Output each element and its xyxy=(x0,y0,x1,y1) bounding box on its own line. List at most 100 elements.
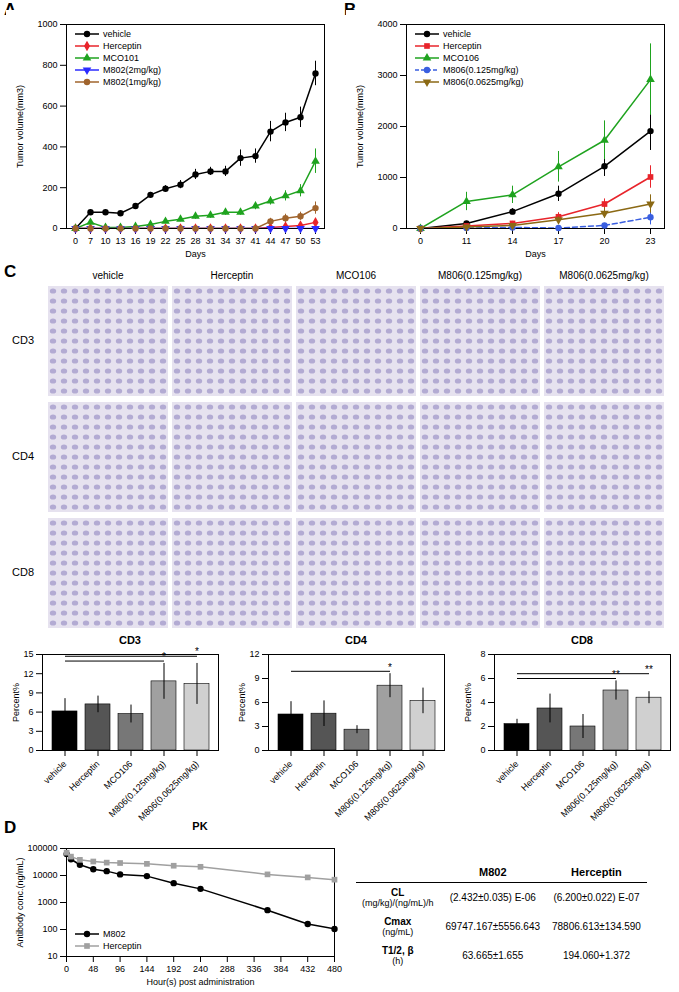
html-text:A: A xyxy=(4,0,17,19)
svg-text:*: * xyxy=(195,646,199,657)
svg-text:600: 600 xyxy=(42,101,57,111)
svg-text:6: 6 xyxy=(254,697,259,707)
svg-text:Antibody conc.(ng/mL): Antibody conc.(ng/mL) xyxy=(15,857,25,947)
svg-text:48: 48 xyxy=(88,964,98,974)
svg-text:2: 2 xyxy=(480,721,485,731)
svg-text:7: 7 xyxy=(88,236,93,246)
html-text:C: C xyxy=(4,262,17,281)
svg-text:22: 22 xyxy=(160,236,170,246)
svg-text:MCO106: MCO106 xyxy=(554,759,587,792)
svg-text:M806(0.0625mg/kg): M806(0.0625mg/kg) xyxy=(588,759,652,823)
svg-text:Days: Days xyxy=(185,249,206,259)
svg-text:28: 28 xyxy=(190,236,200,246)
svg-text:0: 0 xyxy=(64,964,69,974)
svg-text:0: 0 xyxy=(73,236,78,246)
svg-text:M806(0.125mg/kg): M806(0.125mg/kg) xyxy=(559,759,619,819)
svg-text:100: 100 xyxy=(42,924,57,934)
svg-text:240: 240 xyxy=(193,964,208,974)
svg-text:1000: 1000 xyxy=(377,172,397,182)
svg-text:Percent%: Percent% xyxy=(237,683,247,722)
svg-text:0: 0 xyxy=(392,223,397,233)
svg-text:10: 10 xyxy=(100,236,110,246)
svg-text:4000: 4000 xyxy=(377,19,397,29)
svg-text:0: 0 xyxy=(52,223,57,233)
svg-text:0: 0 xyxy=(418,236,423,246)
svg-text:34: 34 xyxy=(220,236,230,246)
svg-text:0: 0 xyxy=(254,745,259,755)
svg-text:400: 400 xyxy=(42,142,57,152)
svg-text:800: 800 xyxy=(42,60,57,70)
svg-text:M806(0.0625mg/kg): M806(0.0625mg/kg) xyxy=(136,759,200,823)
svg-text:200: 200 xyxy=(42,183,57,193)
svg-text:**: ** xyxy=(645,664,653,675)
svg-text:1000: 1000 xyxy=(37,19,57,29)
svg-text:vehicle: vehicle xyxy=(494,759,521,786)
svg-text:MCO106: MCO106 xyxy=(328,759,361,792)
svg-text:8: 8 xyxy=(480,649,485,659)
svg-text:9: 9 xyxy=(254,673,259,683)
svg-text:53: 53 xyxy=(310,236,320,246)
svg-text:Herceptin: Herceptin xyxy=(293,759,327,793)
svg-text:432: 432 xyxy=(300,964,315,974)
html-text:CD3: CD3 xyxy=(12,334,34,346)
svg-text:41: 41 xyxy=(250,236,260,246)
svg-text:19: 19 xyxy=(145,236,155,246)
svg-text:10: 10 xyxy=(47,951,57,961)
svg-text:M806(0.0625mg/kg): M806(0.0625mg/kg) xyxy=(362,759,426,823)
svg-text:Percent%: Percent% xyxy=(463,683,473,722)
svg-text:Percent%: Percent% xyxy=(11,683,21,722)
svg-text:0: 0 xyxy=(28,745,33,755)
svg-text:MCO106: MCO106 xyxy=(102,759,135,792)
svg-text:9: 9 xyxy=(28,688,33,698)
svg-text:336: 336 xyxy=(247,964,262,974)
svg-text:**: ** xyxy=(612,669,620,680)
svg-text:*: * xyxy=(162,651,166,662)
html-text:D: D xyxy=(4,818,17,837)
svg-text:50: 50 xyxy=(295,236,305,246)
svg-text:vehicle: vehicle xyxy=(42,759,69,786)
svg-text:96: 96 xyxy=(115,964,125,974)
svg-text:*: * xyxy=(388,662,392,673)
svg-text:Herceptin: Herceptin xyxy=(67,759,101,793)
svg-text:M806(0.125mg/kg): M806(0.125mg/kg) xyxy=(107,759,167,819)
svg-text:Herceptin: Herceptin xyxy=(519,759,553,793)
svg-text:25: 25 xyxy=(175,236,185,246)
svg-text:192: 192 xyxy=(166,964,181,974)
svg-text:17: 17 xyxy=(553,236,563,246)
svg-text:12: 12 xyxy=(23,669,33,679)
svg-text:31: 31 xyxy=(205,236,215,246)
svg-text:Hour(s) post administration: Hour(s) post administration xyxy=(146,977,254,987)
svg-text:23: 23 xyxy=(645,236,655,246)
svg-text:3: 3 xyxy=(28,726,33,736)
svg-text:144: 144 xyxy=(139,964,154,974)
svg-text:44: 44 xyxy=(265,236,275,246)
svg-text:13: 13 xyxy=(115,236,125,246)
svg-text:16: 16 xyxy=(130,236,140,246)
svg-text:11: 11 xyxy=(462,236,471,246)
svg-text:vehicle: vehicle xyxy=(268,759,295,786)
svg-text:15: 15 xyxy=(23,649,33,659)
svg-text:47: 47 xyxy=(280,236,290,246)
svg-text:480: 480 xyxy=(327,964,342,974)
svg-text:12: 12 xyxy=(249,649,259,659)
svg-text:100000: 100000 xyxy=(27,843,57,853)
svg-text:2000: 2000 xyxy=(377,121,397,131)
svg-text:1000: 1000 xyxy=(37,897,57,907)
svg-text:288: 288 xyxy=(220,964,235,974)
svg-text:10000: 10000 xyxy=(32,870,57,880)
svg-text:3000: 3000 xyxy=(377,70,397,80)
svg-text:20: 20 xyxy=(599,236,609,246)
svg-text:0: 0 xyxy=(480,745,485,755)
svg-text:384: 384 xyxy=(273,964,288,974)
svg-text:M806(0.125mg/kg): M806(0.125mg/kg) xyxy=(333,759,393,819)
svg-text:4: 4 xyxy=(480,697,485,707)
svg-text:6: 6 xyxy=(28,707,33,717)
svg-text:3: 3 xyxy=(254,721,259,731)
svg-text:6: 6 xyxy=(480,673,485,683)
html-text:B: B xyxy=(344,0,357,19)
svg-text:Tumor volume(mm3): Tumor volume(mm3) xyxy=(355,85,365,168)
svg-text:Days: Days xyxy=(525,249,546,259)
svg-text:Tumor volume(mm3): Tumor volume(mm3) xyxy=(15,85,25,168)
svg-text:37: 37 xyxy=(235,236,245,246)
svg-text:14: 14 xyxy=(507,236,517,246)
